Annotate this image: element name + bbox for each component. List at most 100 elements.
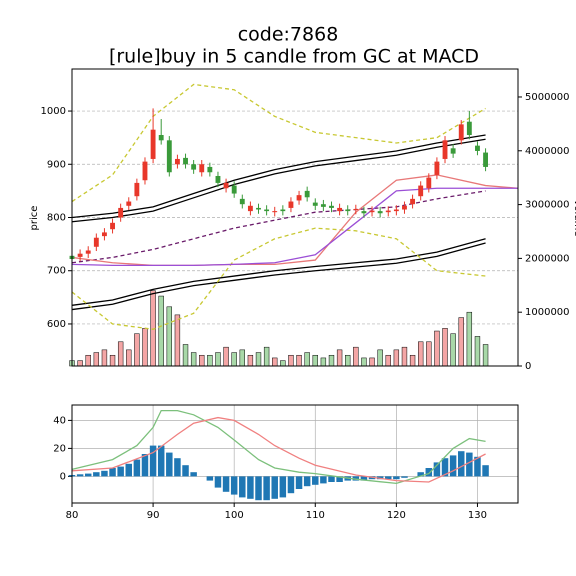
y-tick-label: 0 [60,471,66,482]
candle-body [183,157,188,165]
histogram-bar [425,468,433,477]
candle-body [174,158,180,165]
candle-body [410,198,416,205]
y2-tick-label: 1000000 [525,307,570,318]
histogram-bar [222,476,230,492]
indicator-line [71,227,486,330]
volume-bar [369,357,375,367]
indicator-line [71,242,486,311]
volume-bar [85,354,91,367]
candle-body [118,207,124,218]
volume-bar [134,333,140,367]
x-tick-label: 90 [147,510,160,521]
volume-bar [215,352,221,367]
candle-body [126,201,132,206]
y-tick-label: 900 [47,159,66,170]
volume-bar [272,357,278,367]
histogram-bar [360,476,368,481]
y-tick-label: 800 [47,213,66,224]
indicator-line [71,138,486,223]
volume-bar [320,357,327,367]
histogram-bar [157,445,165,477]
candle-body [466,121,472,135]
candle-body [280,209,286,212]
x-tick-label: 130 [468,510,487,521]
histogram-bar [101,470,108,477]
y-tick-label: 40 [53,415,66,426]
volume-bar [401,346,408,367]
volume-bar [247,354,254,367]
x-tick-label: 80 [66,510,79,521]
candle-body [329,205,334,208]
candle-body [207,166,213,173]
candle-body [77,253,83,257]
histogram-bar [401,476,408,478]
volume-bar [304,352,310,367]
y2-tick-label: 3000000 [525,200,570,211]
y-tick-label: 700 [47,266,66,277]
volume-bar [263,346,270,367]
volume-bar [190,352,197,367]
candle-body [385,210,391,213]
volume-bar [393,349,400,367]
candle-body [93,237,99,247]
histogram-bar [482,465,489,477]
histogram-bar [109,468,116,477]
y2-tick-label: 5000000 [525,92,570,103]
volume-bar [458,317,464,367]
histogram-bar [255,476,262,501]
histogram-bar [417,472,424,477]
histogram-bar [117,466,124,477]
plot-frame [71,404,519,504]
histogram-bar [214,476,222,488]
histogram-bar [474,456,481,477]
candle-body [158,135,164,141]
histogram-bar [449,455,457,477]
candle-body [223,182,229,189]
volume-bar [231,352,237,367]
volume-bar [239,349,245,367]
histogram-bar [352,476,360,481]
candle-body [288,201,294,208]
volume-bar [328,354,335,367]
histogram-bar [279,476,287,498]
histogram-bar [166,452,173,477]
indicator-line [71,238,486,306]
indicator-line [71,190,486,264]
histogram-bar [141,454,149,477]
candle-body [345,209,351,212]
volume-bar [353,346,359,367]
volume-bar [296,354,302,367]
candle-body [85,250,91,254]
candle-body [272,211,278,213]
candle-body [337,207,343,212]
y-tick-label: 600 [47,319,66,330]
volume-bar [174,314,181,367]
histogram-bar [336,476,343,482]
volume-bar [474,336,481,367]
candle-body [304,190,310,198]
volume-bar [126,349,132,367]
histogram-bar [247,476,254,499]
candle-body [483,152,488,167]
volume-bar [77,360,83,367]
candle-body [312,202,318,206]
candle-body [361,211,367,214]
histogram-bar [433,462,441,477]
volume-bar [385,354,391,367]
candle-body [418,185,424,197]
candle-body [402,205,407,210]
volume-bar [199,354,205,367]
candle-body [247,205,253,212]
candle-body [475,145,480,151]
volume-bar [255,352,262,367]
candle-body [102,232,107,237]
histogram-bar [393,476,400,480]
histogram-bar [230,476,238,495]
candle-body [296,195,302,201]
volume-bar [361,357,367,367]
y-tick-label: 1000 [41,106,66,117]
histogram-bar [206,476,214,481]
volume-bar [223,346,229,367]
histogram-bar [239,476,246,498]
